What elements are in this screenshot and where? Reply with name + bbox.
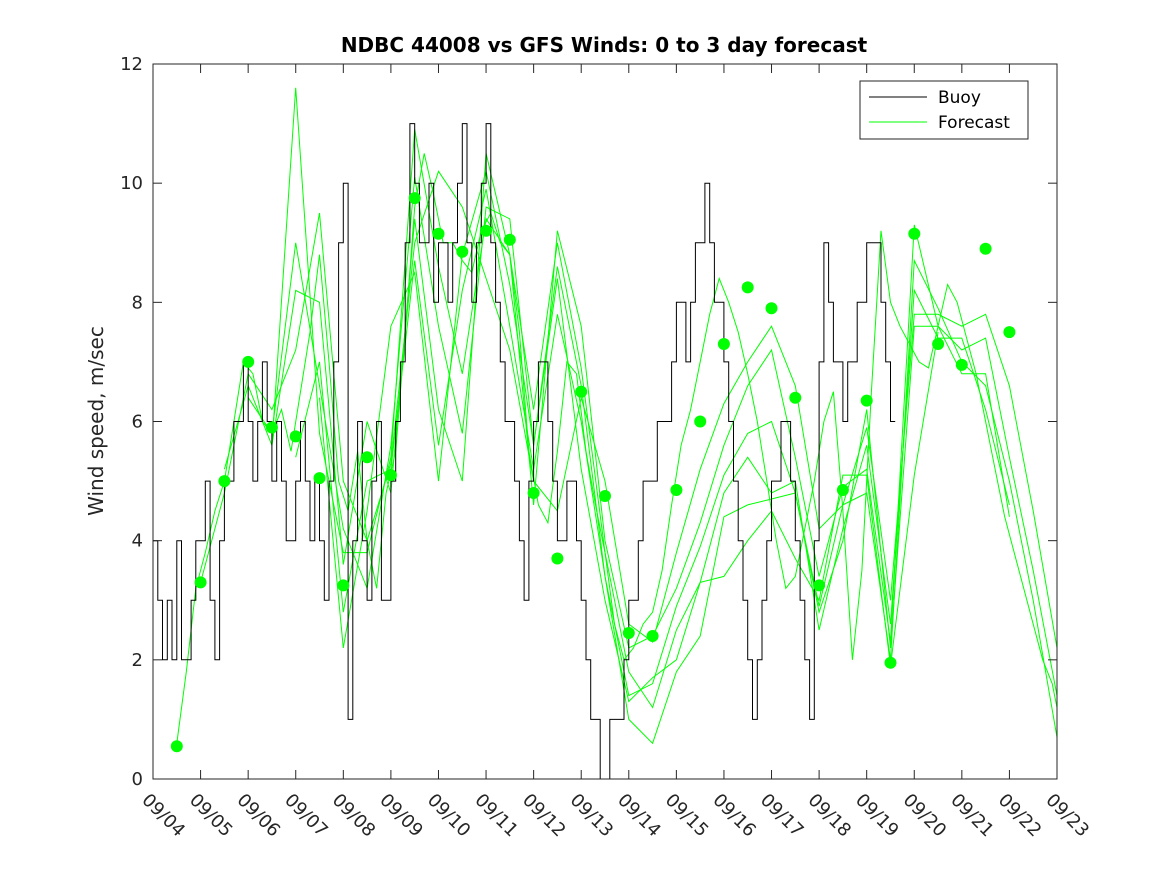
forecast-marker	[979, 242, 992, 255]
legend-box	[859, 80, 1029, 140]
y-tick-label: 10	[120, 173, 143, 194]
y-tick-label: 8	[132, 292, 143, 313]
buoy-line	[153, 123, 896, 779]
y-tick-label: 12	[120, 54, 143, 75]
y-tick-label: 6	[132, 412, 143, 433]
forecast-marker	[836, 484, 849, 496]
forecast-marker	[813, 579, 826, 592]
forecast-marker	[717, 338, 730, 350]
forecast-marker	[432, 227, 445, 240]
chart-title: NDBC 44008 vs GFS Winds: 0 to 3 day fore…	[341, 33, 868, 57]
forecast-marker	[384, 469, 397, 482]
forecast-marker	[551, 552, 564, 565]
forecast-marker	[194, 576, 207, 589]
forecast-line-4	[247, 177, 1057, 738]
forecast-marker	[932, 338, 945, 350]
forecast-marker	[265, 421, 278, 434]
forecast-marker	[456, 245, 469, 258]
forecast-marker	[884, 656, 897, 669]
forecast-marker	[860, 394, 873, 407]
legend-label-buoy: Buoy	[938, 88, 981, 108]
y-tick-label: 2	[132, 650, 143, 671]
y-tick-label: 0	[132, 769, 143, 790]
forecast-marker	[575, 385, 588, 398]
forecast-marker	[503, 233, 516, 246]
forecast-line-6	[295, 188, 1010, 745]
forecast-marker	[218, 475, 231, 488]
forecast-marker	[646, 630, 659, 642]
forecast-line-1	[176, 153, 1057, 744]
forecast-marker	[170, 740, 183, 753]
forecast-marker	[789, 391, 802, 404]
forecast-marker	[908, 227, 921, 240]
forecast-marker	[694, 415, 707, 428]
forecast-marker	[361, 451, 374, 464]
forecast-marker	[670, 484, 683, 496]
forecast-marker	[955, 358, 968, 371]
forecast-marker	[741, 281, 754, 294]
forecast-marker	[289, 430, 302, 443]
legend-label-forecast: Forecast	[938, 113, 1010, 133]
forecast-marker	[527, 487, 540, 499]
forecast-line-3	[223, 87, 1057, 696]
y-axis-label: Wind speed, m/sec	[84, 326, 108, 516]
forecast-marker	[313, 472, 326, 485]
forecast-marker	[1003, 326, 1016, 339]
forecast-marker	[599, 490, 611, 502]
forecast-marker	[337, 579, 350, 592]
forecast-line-7	[319, 171, 939, 703]
forecast-marker	[622, 627, 635, 639]
legend: Buoy Forecast	[859, 80, 1029, 140]
forecast-marker	[242, 355, 255, 368]
forecast-marker	[408, 192, 421, 205]
forecast-marker	[480, 224, 493, 237]
plot-area	[153, 87, 1057, 779]
forecast-marker	[765, 302, 778, 315]
y-tick-label: 4	[132, 531, 143, 552]
